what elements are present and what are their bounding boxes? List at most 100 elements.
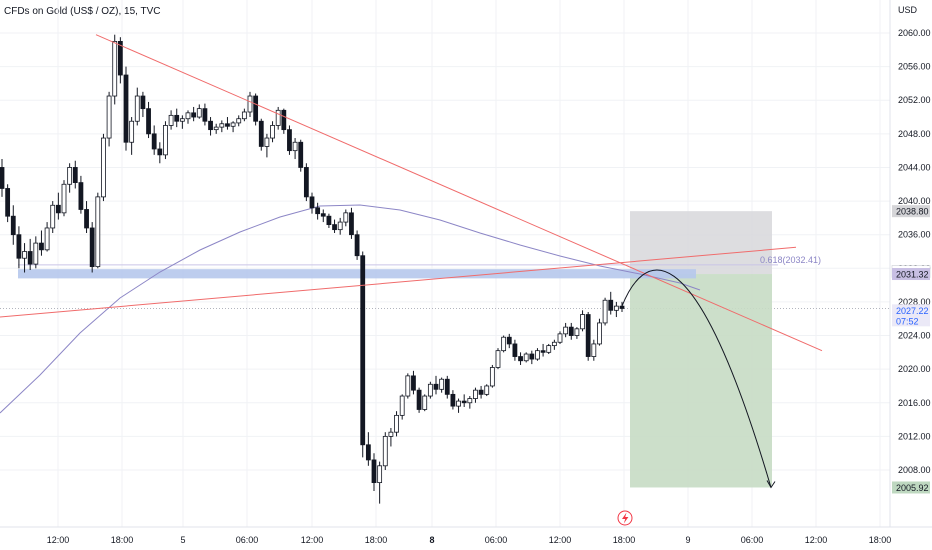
x-tick-label: 12:00 — [47, 535, 70, 545]
candle-body — [602, 299, 608, 324]
candle — [529, 350, 535, 365]
candle — [602, 297, 608, 326]
candle — [112, 34, 118, 105]
candle-body — [10, 215, 16, 236]
candle-body — [5, 188, 11, 217]
candle-body — [22, 251, 27, 259]
candle — [489, 364, 495, 388]
candle-body — [619, 305, 625, 309]
short-position-tool[interactable] — [630, 211, 772, 488]
candle-body — [89, 227, 95, 268]
candle — [427, 381, 433, 399]
candle — [225, 117, 230, 130]
candle-body — [512, 343, 518, 357]
candle-body — [467, 398, 473, 404]
x-tick-label: 5 — [180, 535, 185, 545]
lightning-icon[interactable] — [617, 510, 633, 526]
x-tick-label: 18:00 — [613, 535, 636, 545]
candle-body — [411, 375, 416, 391]
candle-body — [270, 125, 275, 139]
y-tick-label: 2020.00 — [898, 364, 931, 374]
candle-body — [292, 141, 298, 152]
price-tag-label: 2027.22 — [896, 306, 929, 316]
y-tick-label: 2028.00 — [898, 297, 931, 307]
candle-body — [427, 383, 433, 397]
candle — [61, 180, 67, 217]
candle-body — [174, 114, 180, 122]
support-zone[interactable]: 0.618(2032.41) — [18, 255, 821, 279]
candle — [67, 163, 73, 193]
candle-body — [44, 227, 50, 251]
candle-body — [473, 389, 478, 399]
candle — [140, 91, 146, 118]
candle — [89, 222, 95, 273]
candle-body — [275, 109, 281, 126]
trendline-upper — [95, 34, 823, 352]
candle — [585, 312, 591, 361]
candle — [168, 110, 174, 130]
candle — [337, 217, 343, 235]
candle-body — [535, 350, 540, 360]
candle — [157, 142, 163, 164]
candle — [523, 352, 529, 363]
projection-arrow[interactable] — [621, 269, 776, 489]
candle — [84, 201, 89, 234]
candle — [241, 108, 247, 122]
trendline-lower — [0, 246, 797, 318]
candle — [461, 394, 467, 407]
candle — [343, 209, 349, 227]
candle-body — [501, 336, 507, 352]
candle-body — [349, 212, 354, 236]
candles — [0, 34, 625, 504]
candle-body — [191, 112, 197, 118]
candle-body — [371, 459, 377, 484]
trendlines[interactable] — [0, 34, 823, 352]
candle — [78, 175, 84, 214]
candle — [467, 396, 473, 409]
candle-body — [298, 141, 304, 168]
candle — [416, 387, 422, 413]
candle — [608, 291, 614, 315]
candle — [236, 115, 242, 127]
candle-body — [129, 120, 135, 143]
candle-body — [134, 95, 140, 122]
candle — [72, 160, 78, 189]
candle — [16, 226, 22, 269]
price-axis[interactable]: USD 2008.00 2012.00 2016.00 2020.00 2024.00 20… — [889, 0, 931, 527]
candle-body — [529, 353, 535, 360]
candle — [574, 327, 580, 339]
candle — [292, 138, 298, 160]
time-axis[interactable]: 12:00 18:00 5 06:00 12:00 18:00 8 06:00 12:00 18:… — [0, 526, 932, 545]
candle — [444, 375, 450, 399]
candle — [326, 213, 332, 228]
candle-body — [484, 385, 490, 395]
candle-body — [315, 207, 321, 215]
x-tick-label: 06:00 — [236, 535, 259, 545]
x-tick-label: 06:00 — [741, 535, 764, 545]
x-tick-label: 12:00 — [549, 535, 572, 545]
candle-body — [518, 356, 523, 362]
y-tick-label: 2008.00 — [898, 465, 931, 475]
candle-body — [241, 111, 247, 120]
candle — [174, 108, 180, 128]
candle-body — [281, 109, 287, 131]
candle — [101, 133, 106, 202]
candle-body — [495, 350, 501, 368]
candle — [179, 115, 185, 129]
candle — [146, 101, 151, 139]
candle-body — [478, 389, 484, 395]
x-tick-label: 12:00 — [301, 535, 324, 545]
ma-line — [0, 204, 701, 414]
candle — [50, 201, 56, 234]
price-tag-bg — [892, 304, 930, 327]
candle-body — [219, 123, 225, 128]
candle-body — [225, 123, 230, 127]
candle-body — [196, 108, 202, 118]
price-tag-bg — [892, 481, 930, 494]
y-tick-label: 2052.00 — [898, 95, 931, 105]
candle-body — [506, 336, 512, 345]
candle-body — [523, 353, 529, 362]
candle-body — [540, 350, 546, 353]
candle — [281, 108, 287, 134]
